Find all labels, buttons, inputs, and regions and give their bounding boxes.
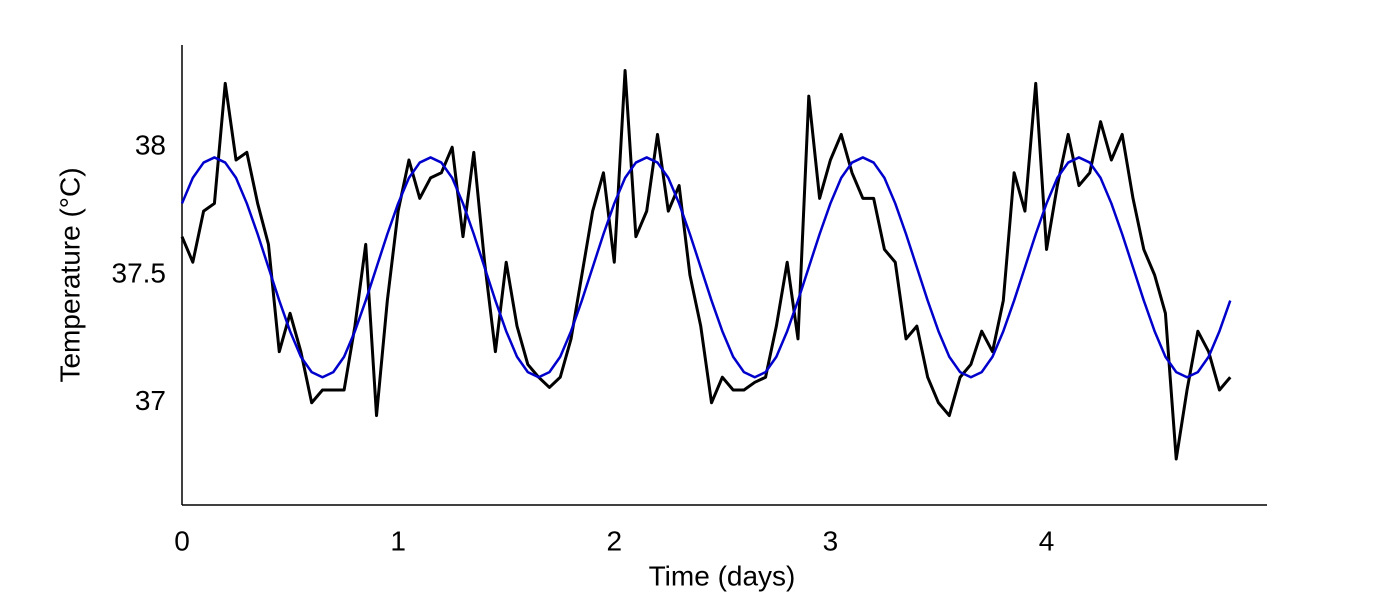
x-tick-label: 1 (390, 525, 406, 556)
x-tick-label: 4 (1039, 525, 1055, 556)
y-tick-label: 37.5 (112, 257, 167, 288)
y-tick-label: 37 (135, 385, 166, 416)
y-axis-label: Temperature (°C) (54, 167, 85, 382)
x-tick-label: 3 (823, 525, 839, 556)
data-line (180, 156, 1232, 379)
x-tick-label: 0 (174, 525, 190, 556)
x-axis-label: Time (days) (649, 560, 796, 591)
x-tick-label: 2 (606, 525, 622, 556)
y-tick-label: 38 (135, 130, 166, 161)
data-line (180, 69, 1232, 461)
